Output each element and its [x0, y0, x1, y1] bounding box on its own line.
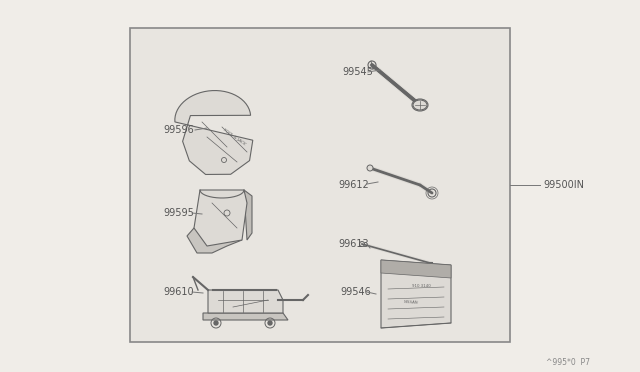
Text: 99545: 99545	[342, 67, 373, 77]
Circle shape	[367, 165, 373, 171]
Text: 99613: 99613	[338, 239, 369, 249]
Text: NISSAN: NISSAN	[404, 299, 419, 304]
Bar	[130, 28, 510, 342]
Circle shape	[214, 321, 218, 325]
Polygon shape	[381, 260, 451, 328]
Text: 99596: 99596	[163, 125, 194, 135]
Polygon shape	[208, 290, 283, 313]
Polygon shape	[175, 90, 253, 174]
Text: 99612: 99612	[338, 180, 369, 190]
Text: 99546: 99546	[340, 287, 371, 297]
Text: 99500IN: 99500IN	[543, 180, 584, 190]
Text: TOOL & JACK: TOOL & JACK	[222, 128, 246, 146]
Circle shape	[268, 321, 272, 325]
Polygon shape	[381, 260, 451, 278]
Text: ^995*0  P7: ^995*0 P7	[546, 358, 590, 367]
Polygon shape	[194, 190, 247, 246]
Ellipse shape	[413, 100, 427, 110]
Text: 99595: 99595	[163, 208, 194, 218]
Polygon shape	[244, 190, 252, 240]
Polygon shape	[187, 228, 242, 253]
Text: 910 3140: 910 3140	[412, 284, 430, 288]
Text: 99610: 99610	[163, 287, 194, 297]
Polygon shape	[203, 313, 288, 320]
